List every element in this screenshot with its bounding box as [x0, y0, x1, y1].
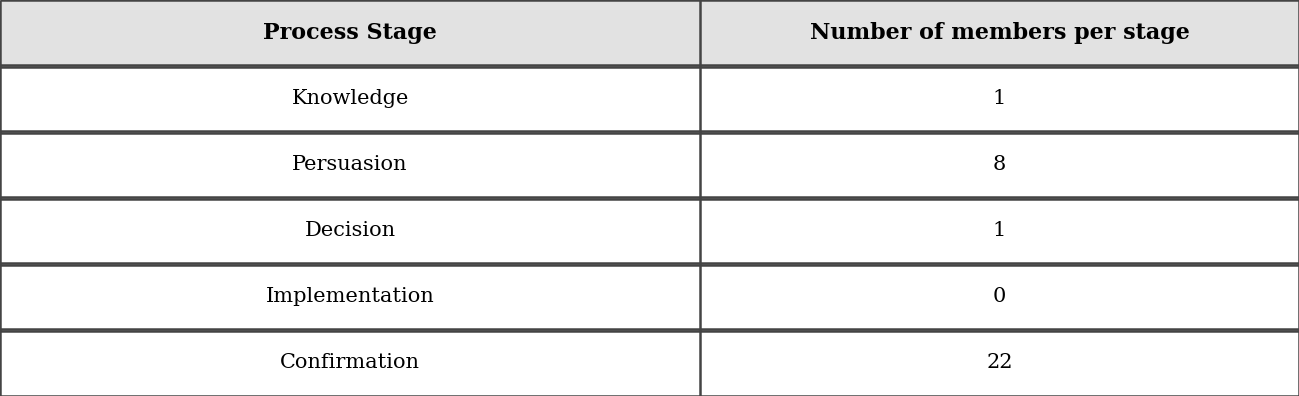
Bar: [0, 198, 700, 264]
Bar: [700, 0, 1299, 66]
Text: 22: 22: [986, 354, 1013, 373]
Text: 1: 1: [992, 89, 1007, 109]
Text: Knowledge: Knowledge: [291, 89, 409, 109]
Text: Decision: Decision: [304, 221, 396, 240]
Text: Number of members per stage: Number of members per stage: [809, 22, 1190, 44]
Text: 1: 1: [992, 221, 1007, 240]
Bar: [700, 330, 1299, 396]
Text: 8: 8: [992, 156, 1007, 175]
Bar: [0, 0, 700, 66]
Bar: [0, 132, 700, 198]
Text: Process Stage: Process Stage: [264, 22, 436, 44]
Bar: [700, 132, 1299, 198]
Text: 0: 0: [992, 287, 1007, 307]
Bar: [700, 66, 1299, 132]
Bar: [0, 66, 700, 132]
Bar: [0, 264, 700, 330]
Text: Confirmation: Confirmation: [281, 354, 420, 373]
Text: Implementation: Implementation: [266, 287, 434, 307]
Bar: [700, 198, 1299, 264]
Bar: [0, 330, 700, 396]
Bar: [700, 264, 1299, 330]
Text: Persuasion: Persuasion: [292, 156, 408, 175]
